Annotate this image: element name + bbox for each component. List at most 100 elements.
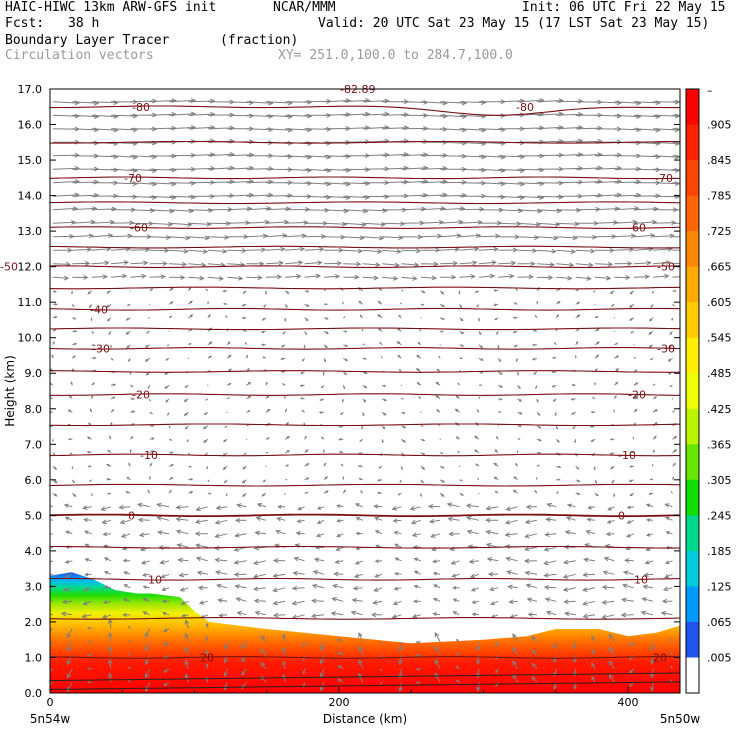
vector-arrow [672,303,675,307]
vector-arrow [672,476,674,481]
contour-line [50,140,680,144]
vector-dot [245,438,248,440]
vector-arrow [169,235,191,241]
vector-arrow [175,516,189,522]
vector-arrow [106,303,112,308]
vector-arrow [457,382,460,386]
vector-arrow [536,235,559,241]
vector-arrow [64,573,73,579]
vector-arrow [358,477,363,481]
vector-arrow [455,639,460,643]
vector-arrow [168,476,174,481]
y-tick-label: 3.0 [25,580,43,593]
vector-arrow [361,328,364,332]
vector-arrow [167,412,170,416]
contour-label: 20 [200,651,214,664]
vector-arrow [304,260,323,266]
vector-arrow [246,127,274,133]
colorbar-label: .905 [707,119,732,132]
vector-arrow [188,478,194,481]
vector-arrow [227,100,255,106]
vector-arrow [88,304,93,309]
colorbar-label: .605 [707,296,732,309]
vector-arrow [197,585,208,591]
vector-arrow [179,587,189,592]
vector-arrow [81,505,92,510]
vector-arrow [669,384,673,387]
vector-arrow [379,668,383,671]
vector-arrow [260,648,267,656]
vector-arrow [575,314,581,319]
vector-dot [129,290,131,292]
vector-arrow [343,330,348,333]
vector-arrow [629,668,635,674]
vector-arrow [52,220,77,225]
vector-arrow [227,275,244,281]
vector-arrow [382,262,401,268]
vector-arrow [393,586,402,591]
vector-arrow [52,247,73,253]
contour-label: -60 [130,222,148,235]
vector-dot [458,465,461,467]
vector-dot [478,492,480,494]
vector-arrow [91,154,119,160]
vector-arrow [362,152,390,158]
vector-arrow [409,506,421,511]
vector-arrow [536,438,542,442]
vector-arrow [126,303,131,307]
vector-arrow [323,358,326,363]
vector-arrow [434,658,441,670]
vector-arrow [122,558,131,563]
vector-arrow [672,276,680,278]
vector-arrow [632,436,635,440]
vector-arrow [50,613,54,616]
vector-arrow [401,438,407,443]
vector-arrow [243,452,247,456]
contour-line [50,370,680,373]
contour-label: -30 [92,342,110,355]
vector-arrow [495,641,499,647]
vector-arrow [52,275,70,281]
vector-arrow [382,112,410,118]
vector-arrow [130,273,147,279]
vector-arrow [648,317,654,322]
vector-arrow [323,476,328,481]
vector-arrow [525,583,538,589]
vector-arrow [672,114,680,116]
vector-arrow [245,341,247,346]
vector-arrow [670,665,673,670]
vector-arrow [336,518,344,523]
vector-arrow [475,463,480,467]
vector-arrow [497,371,503,375]
vector-arrow [397,354,402,359]
vector-arrow [525,504,537,510]
contour-line [50,513,680,518]
vector-arrow [323,153,352,159]
vector-arrow [214,519,228,525]
vector-arrow [252,573,267,579]
vector-arrow [562,573,576,579]
vector-dot [168,330,170,332]
vector-arrow [400,466,403,471]
vector-arrow [302,641,306,648]
vector-arrow [379,681,383,685]
vector-arrow [495,668,499,674]
vector-arrow [241,479,247,484]
contour-label: -80 [132,101,150,114]
y-axis-title: Height (km) [3,355,17,426]
vector-arrow [672,435,678,440]
vector-arrow [377,300,383,305]
vector-arrow [570,397,576,401]
vector-arrow [536,464,540,467]
vector-arrow [241,668,247,676]
vector-arrow [413,570,422,575]
vector-arrow [401,206,427,212]
vector-arrow [126,476,131,481]
init-time: Init: 06 UTC Fri 22 May 15 [522,0,726,15]
vector-arrow [127,626,131,629]
vector-arrow [357,464,363,468]
vector-arrow [536,425,542,429]
vector-arrow [64,559,73,564]
valid-time: Valid: 20 UTC Sat 23 May 15 (17 LST Sat … [318,16,710,31]
vector-arrow [177,557,189,563]
